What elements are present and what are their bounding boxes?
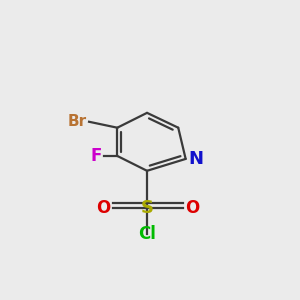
Text: Cl: Cl xyxy=(138,225,156,243)
Text: O: O xyxy=(185,199,199,217)
Text: S: S xyxy=(140,199,154,217)
Text: O: O xyxy=(96,199,110,217)
Text: F: F xyxy=(90,147,102,165)
Text: Br: Br xyxy=(68,114,87,129)
Text: N: N xyxy=(189,150,204,168)
